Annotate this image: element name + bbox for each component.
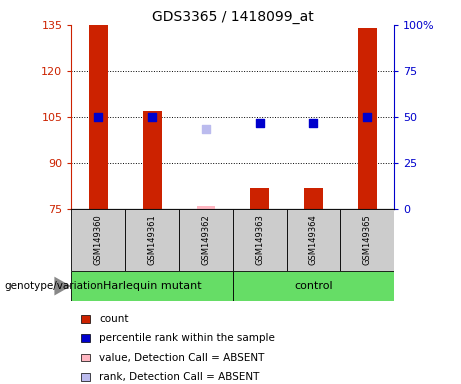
Point xyxy=(148,114,156,120)
Bar xyxy=(143,111,161,209)
Text: control: control xyxy=(294,281,333,291)
Bar xyxy=(287,209,340,271)
Text: GSM149364: GSM149364 xyxy=(309,215,318,265)
Bar xyxy=(71,271,233,301)
Bar xyxy=(250,188,269,209)
Point xyxy=(95,114,102,120)
Text: GSM149361: GSM149361 xyxy=(148,215,157,265)
Bar xyxy=(304,188,323,209)
Bar xyxy=(340,209,394,271)
Text: count: count xyxy=(99,314,129,324)
Bar xyxy=(81,373,90,381)
Bar xyxy=(81,354,90,361)
Bar xyxy=(89,25,108,209)
Polygon shape xyxy=(54,276,71,296)
Bar xyxy=(81,315,90,323)
Bar xyxy=(81,334,90,342)
Text: Harlequin mutant: Harlequin mutant xyxy=(103,281,201,291)
Point xyxy=(256,120,263,126)
Text: rank, Detection Call = ABSENT: rank, Detection Call = ABSENT xyxy=(99,372,260,382)
Point xyxy=(202,126,210,132)
Text: GSM149365: GSM149365 xyxy=(363,215,372,265)
Text: GSM149363: GSM149363 xyxy=(255,215,264,265)
Text: value, Detection Call = ABSENT: value, Detection Call = ABSENT xyxy=(99,353,265,362)
Text: genotype/variation: genotype/variation xyxy=(5,281,104,291)
Bar xyxy=(358,28,377,209)
Title: GDS3365 / 1418099_at: GDS3365 / 1418099_at xyxy=(152,10,313,24)
Text: percentile rank within the sample: percentile rank within the sample xyxy=(99,333,275,343)
Bar xyxy=(179,209,233,271)
Text: GSM149360: GSM149360 xyxy=(94,215,103,265)
Bar xyxy=(125,209,179,271)
Bar xyxy=(233,209,287,271)
Bar xyxy=(233,271,394,301)
Point xyxy=(310,120,317,126)
Bar xyxy=(71,209,125,271)
Bar xyxy=(196,206,215,209)
Point xyxy=(364,114,371,120)
Text: GSM149362: GSM149362 xyxy=(201,215,210,265)
